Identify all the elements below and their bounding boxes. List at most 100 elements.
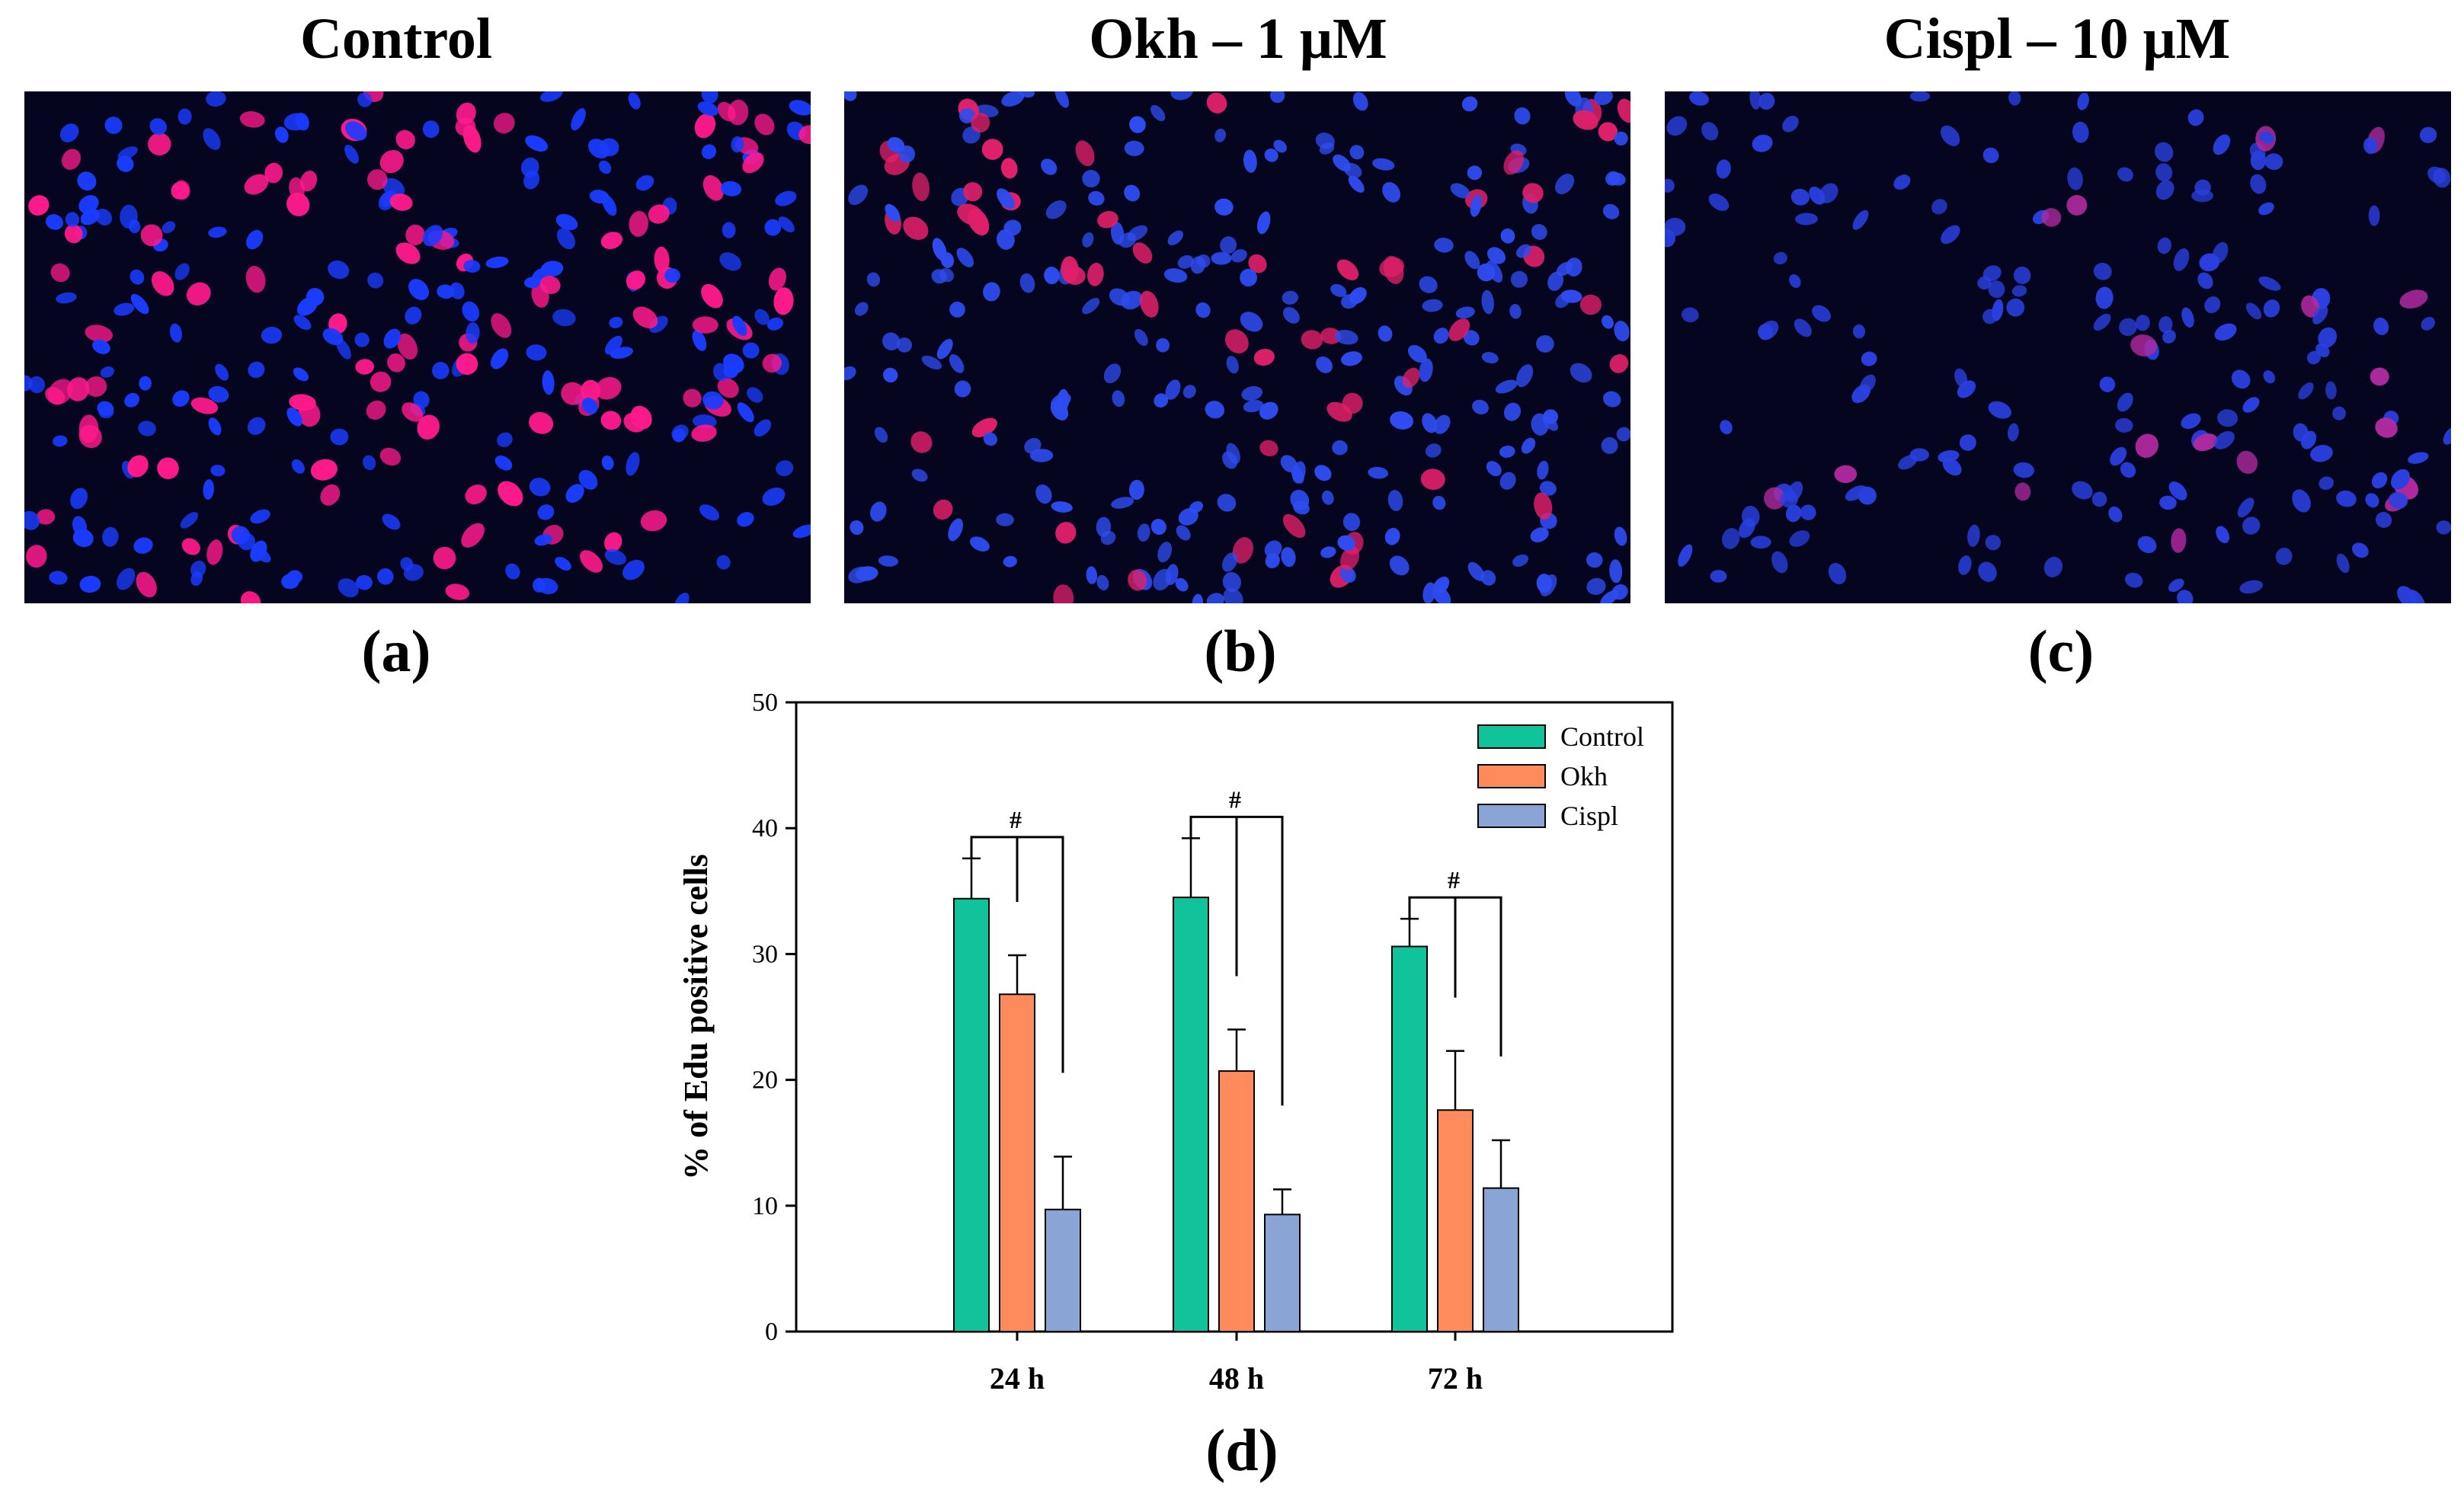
nucleus — [2119, 318, 2137, 337]
nucleus — [1280, 455, 1298, 473]
nucleus — [850, 520, 864, 536]
nucleus — [1789, 274, 1801, 288]
edu-positive-nucleus — [456, 353, 478, 376]
edu-positive-nucleus — [186, 282, 211, 305]
nucleus — [1503, 402, 1522, 421]
nucleus — [526, 344, 547, 361]
nucleus — [949, 353, 965, 373]
nucleus — [1812, 305, 1831, 322]
edu-positive-nucleus — [461, 523, 485, 548]
edu-positive-nucleus — [1579, 294, 1602, 315]
nucleus — [1860, 374, 1876, 393]
nucleus — [2099, 376, 2116, 392]
nucleus — [1893, 174, 1911, 190]
edu-positive-nucleus — [981, 139, 1003, 160]
edu-positive-nucleus — [127, 455, 149, 478]
edu-positive-nucleus — [701, 283, 723, 309]
edu-positive-nucleus — [1573, 110, 1598, 130]
nucleus — [422, 120, 440, 138]
nucleus — [540, 91, 563, 102]
edu-positive-nucleus — [136, 571, 157, 598]
nucleus — [1124, 140, 1144, 156]
nucleus — [65, 212, 80, 227]
bar-okh — [999, 993, 1035, 1333]
nucleus — [431, 362, 450, 379]
bar-control — [953, 897, 990, 1333]
nucleus — [854, 302, 869, 316]
edu-positive-nucleus — [742, 152, 764, 174]
nucleus — [635, 174, 654, 191]
nucleus — [1314, 465, 1332, 481]
edu-positive-nucleus — [320, 484, 341, 506]
edu-positive-nucleus — [2130, 334, 2157, 357]
nucleus — [1609, 559, 1623, 584]
nucleus — [2077, 92, 2089, 110]
nucleus — [1124, 184, 1141, 202]
edu-positive-nucleus — [2171, 528, 2187, 553]
nucleus — [1378, 325, 1393, 342]
nucleus — [778, 216, 795, 233]
nucleus — [462, 301, 480, 322]
nucleus — [1226, 356, 1239, 374]
nucleus — [413, 391, 430, 409]
nucleus — [1128, 479, 1144, 500]
nucleus — [1387, 490, 1403, 512]
nucleus — [754, 419, 772, 437]
nucleus — [408, 279, 429, 300]
nucleus — [2391, 468, 2410, 490]
nucleus — [2293, 423, 2309, 442]
nucleus — [2212, 241, 2229, 264]
edu-positive-nucleus — [580, 550, 603, 573]
edu-positive-nucleus — [1282, 513, 1306, 539]
edu-positive-nucleus — [963, 182, 983, 202]
nucleus — [911, 468, 928, 482]
nucleus — [1382, 182, 1401, 203]
legend-label-cispl: Cispl — [1560, 801, 1618, 831]
edu-positive-nucleus — [244, 174, 269, 195]
edu-positive-nucleus — [190, 397, 219, 414]
y-axis-label: % of Edu positive cells — [677, 854, 715, 1180]
nucleus — [1977, 276, 1992, 290]
edu-positive-nucleus — [1087, 262, 1104, 286]
nucleus — [2159, 495, 2177, 510]
nucleus — [1096, 574, 1109, 590]
nucleus — [102, 526, 119, 547]
nucleus — [2242, 397, 2260, 413]
edu-positive-nucleus — [1097, 211, 1118, 229]
edu-positive-nucleus — [85, 325, 113, 343]
edu-positive-nucleus — [445, 584, 470, 600]
nucleus — [1988, 280, 2005, 299]
nucleus — [1111, 497, 1134, 509]
nucleus — [1150, 104, 1166, 122]
nucleus — [1150, 519, 1166, 536]
nucleus — [2072, 121, 2089, 143]
edu-positive-nucleus — [174, 180, 190, 200]
edu-positive-nucleus — [370, 371, 392, 392]
nucleus — [601, 456, 614, 471]
nucleus — [1594, 91, 1613, 105]
nucleus — [949, 302, 965, 318]
nucleus — [53, 435, 68, 447]
nucleus — [367, 272, 384, 289]
nucleus — [954, 380, 971, 398]
nucleus — [1422, 582, 1436, 603]
nucleus — [2168, 578, 2184, 593]
nucleus — [1384, 527, 1400, 545]
edu-positive-nucleus — [762, 353, 782, 373]
edu-positive-nucleus — [694, 114, 716, 139]
nucleus — [1845, 485, 1867, 501]
nucleus — [1282, 290, 1298, 305]
nucleus — [1433, 414, 1451, 434]
nucleus — [702, 391, 724, 410]
nucleus — [1681, 307, 1699, 323]
nucleus — [1537, 460, 1549, 480]
nucleus — [883, 367, 898, 383]
nucleus — [1601, 436, 1618, 454]
nucleus — [542, 370, 555, 395]
nucleus — [1941, 125, 1960, 146]
edu-positive-nucleus — [1383, 255, 1404, 284]
nucleus — [723, 353, 744, 374]
edu-positive-nucleus — [702, 175, 724, 201]
edu-positive-nucleus — [1075, 140, 1095, 167]
nucleus — [172, 390, 190, 408]
